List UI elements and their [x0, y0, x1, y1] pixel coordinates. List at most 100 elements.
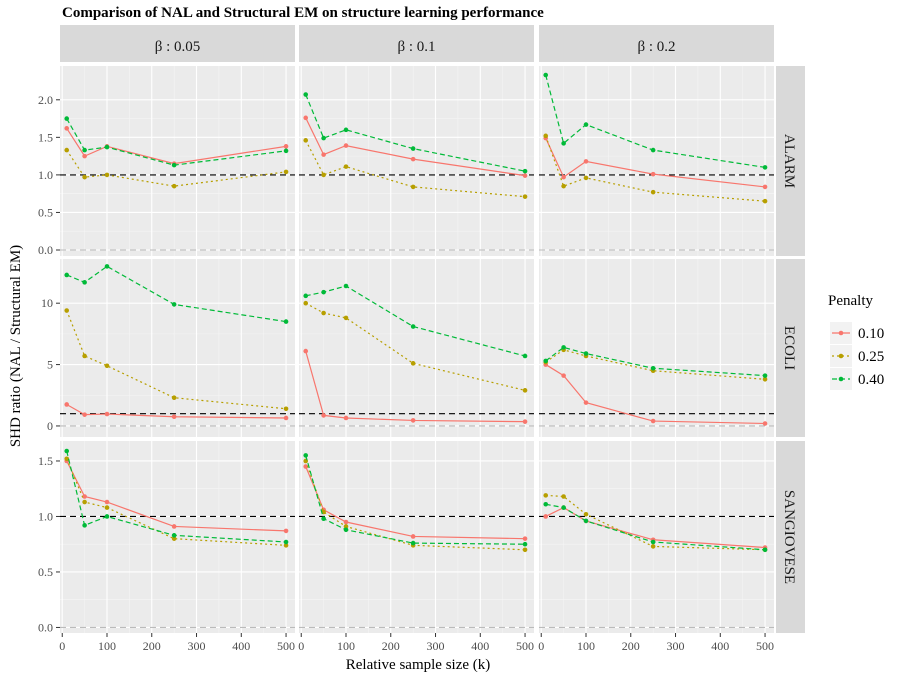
data-point	[583, 159, 589, 164]
data-point	[543, 493, 549, 498]
x-tick-label: 300	[427, 639, 445, 653]
panel-background	[539, 259, 774, 437]
data-point	[583, 175, 589, 181]
data-point	[650, 418, 656, 424]
x-tick-label: 200	[622, 639, 640, 653]
data-point	[64, 272, 70, 278]
data-point	[583, 122, 589, 127]
data-point	[283, 169, 289, 175]
data-point	[303, 348, 309, 354]
legend: Penalty 0.10 0.25 0.40	[828, 293, 884, 390]
data-point	[650, 189, 656, 195]
data-point	[171, 524, 177, 529]
facet-label-col-1: β : 0.1	[397, 39, 435, 55]
data-point	[410, 534, 416, 539]
data-point	[522, 194, 528, 199]
data-point	[650, 147, 656, 153]
data-point	[321, 135, 326, 141]
data-point	[343, 143, 349, 148]
data-point	[410, 146, 416, 151]
panel-ecoli-1	[299, 259, 534, 437]
y-tick-label: 1.5	[38, 454, 53, 468]
panel-background	[539, 66, 774, 256]
data-point	[171, 162, 177, 168]
panel-background	[299, 66, 534, 256]
data-point	[64, 116, 70, 121]
data-point	[343, 164, 349, 169]
legend-label-0.10: 0.10	[858, 326, 884, 342]
data-point	[64, 308, 70, 313]
series-line-0.40	[66, 265, 287, 323]
y-tick-label: 0.5	[38, 565, 53, 579]
y-tick-label: 2.0	[38, 93, 53, 107]
data-point	[82, 174, 87, 180]
data-point	[410, 418, 416, 423]
facet-label-row-0: ALARM	[781, 134, 797, 188]
legend-title: Penalty	[828, 293, 873, 309]
series-line-0.25	[66, 310, 287, 410]
data-point	[82, 353, 87, 359]
data-point	[171, 533, 177, 538]
x-tick-label: 0	[538, 639, 544, 653]
data-point	[762, 165, 768, 170]
data-point	[410, 540, 416, 546]
data-point	[410, 184, 416, 190]
series-line-0.40	[305, 94, 526, 172]
y-tick-label: 0	[47, 419, 53, 433]
data-point	[82, 147, 87, 153]
data-point	[522, 353, 528, 359]
data-point	[321, 516, 326, 521]
data-point	[283, 543, 289, 548]
panel-background	[299, 259, 534, 437]
series-line-0.25	[66, 458, 287, 546]
data-point	[82, 153, 87, 159]
data-point	[561, 183, 566, 189]
panel-sangiovese-0	[60, 441, 295, 633]
data-point	[171, 302, 177, 307]
facet-strip-row-2	[776, 441, 805, 633]
y-tick-label: 0.0	[38, 620, 53, 634]
data-point	[321, 152, 326, 157]
panel-alarm-1	[299, 66, 534, 256]
y-tick-label: 1.0	[38, 509, 53, 523]
panel-ecoli-0	[60, 259, 295, 437]
data-point	[583, 511, 589, 517]
data-point	[104, 499, 110, 505]
panel-ecoli-2	[539, 259, 774, 437]
data-point	[303, 464, 309, 469]
data-point	[583, 400, 589, 405]
panel-background	[60, 259, 295, 437]
data-point	[522, 419, 528, 424]
data-point	[321, 310, 326, 316]
data-point	[343, 127, 349, 133]
data-point	[522, 536, 528, 541]
data-point	[522, 168, 528, 174]
x-tick-label: 0	[59, 639, 65, 653]
data-point	[321, 172, 326, 178]
panel-grid: β : 0.05 β : 0.1 β : 0.2 ALARM ECOLI SANGIOVE…	[38, 25, 805, 653]
data-point	[583, 518, 589, 524]
data-point	[343, 527, 349, 533]
data-point	[104, 411, 110, 417]
data-point	[650, 544, 656, 549]
x-tick-label: 100	[98, 639, 116, 653]
y-tick-label: 0.0	[38, 243, 53, 257]
x-tick-label: 300	[667, 639, 685, 653]
data-point	[104, 514, 110, 519]
series-line-0.25	[66, 149, 287, 187]
panel-alarm-0	[60, 66, 295, 256]
data-point	[561, 494, 566, 499]
data-point	[762, 421, 768, 426]
x-tick-label: 500	[277, 639, 295, 653]
x-tick-label: 400	[711, 639, 729, 653]
data-point	[343, 519, 349, 525]
data-point	[762, 184, 768, 190]
data-point	[762, 373, 768, 378]
data-point	[650, 171, 656, 177]
data-point	[303, 92, 309, 97]
data-point	[343, 524, 349, 529]
facet-strip-col-0	[60, 25, 295, 62]
facet-label-row-2: SANGIOVESE	[781, 490, 797, 584]
data-point	[171, 536, 177, 541]
